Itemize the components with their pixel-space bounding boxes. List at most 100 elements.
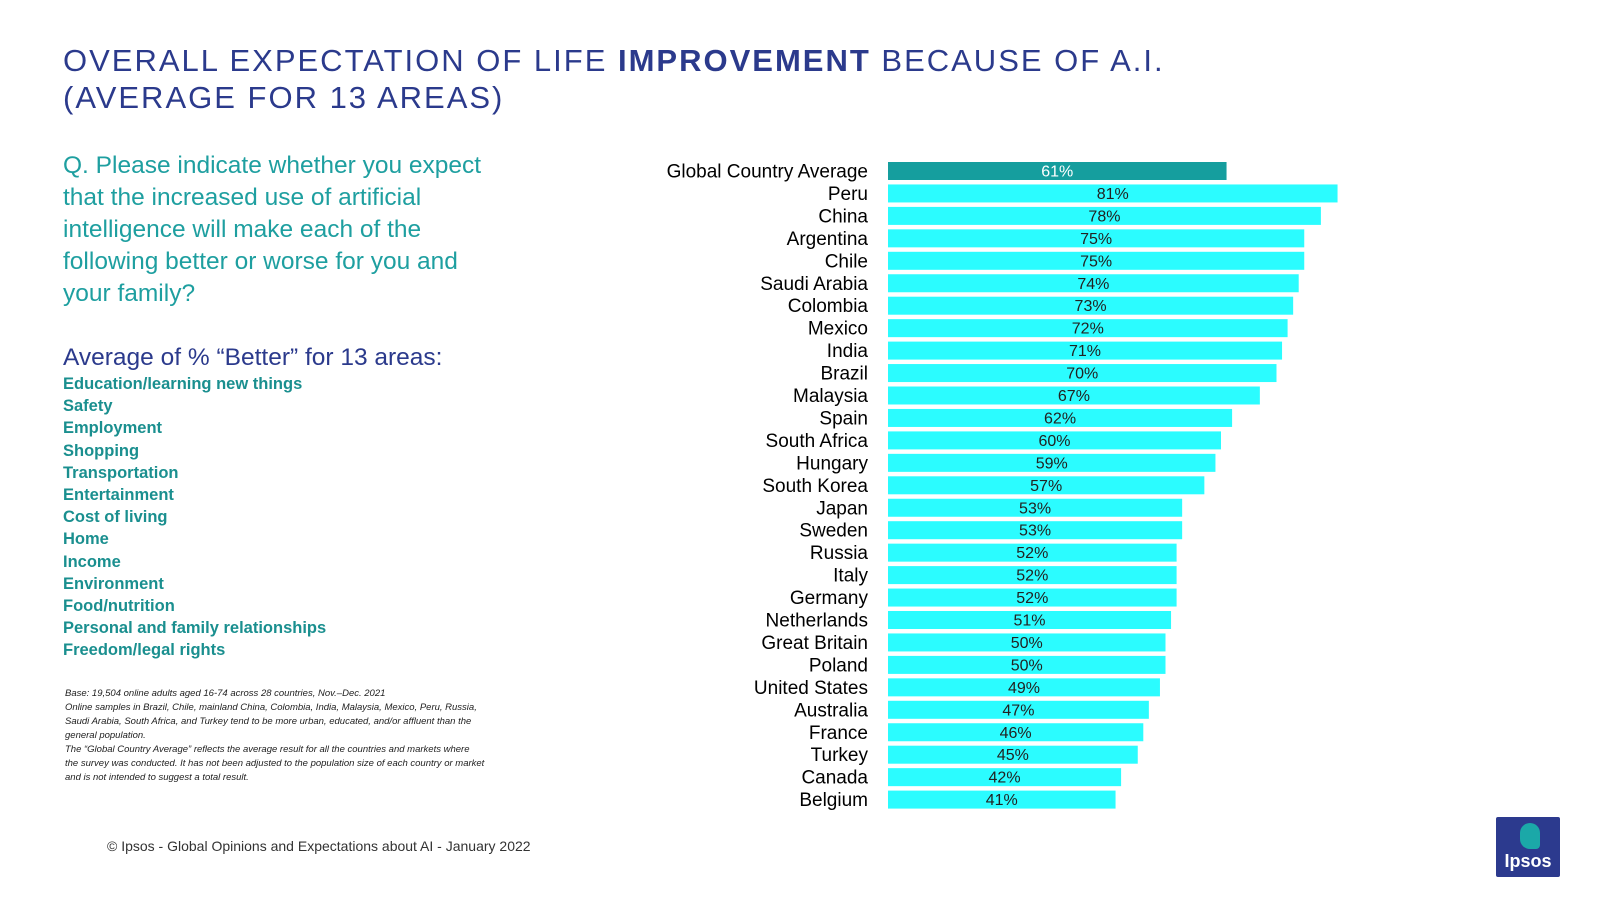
category-label: Argentina <box>787 229 869 250</box>
area-item: Transportation <box>63 463 179 482</box>
bar-hungary <box>888 453 1216 472</box>
data-label: 78% <box>1088 208 1120 225</box>
category-label: Japan <box>816 498 868 519</box>
category-label: Russia <box>810 543 869 564</box>
area-item: Shopping <box>63 441 140 460</box>
category-label: Turkey <box>811 745 869 766</box>
category-label: Australia <box>794 700 868 721</box>
logo-mark-icon <box>1520 823 1540 849</box>
base-note-line: Online samples in Brazil, Chile, mainlan… <box>65 702 477 741</box>
category-label: Poland <box>809 655 868 676</box>
data-label: 53% <box>1019 500 1051 517</box>
data-label: 52% <box>1016 568 1048 585</box>
category-label: Belgium <box>799 790 868 811</box>
category-label: Italy <box>833 566 868 587</box>
bar-poland <box>888 655 1166 674</box>
category-label: Canada <box>801 768 868 789</box>
ipsos-logo: Ipsos <box>1496 817 1560 877</box>
data-label: 61% <box>1041 164 1073 181</box>
data-label: 59% <box>1036 455 1068 472</box>
bar-italy <box>888 566 1177 585</box>
data-label: 51% <box>1014 613 1046 630</box>
bar-global-country-average <box>888 162 1227 180</box>
area-item: Income <box>63 552 121 571</box>
category-label: Saudi Arabia <box>760 274 868 295</box>
category-label: Brazil <box>820 364 868 385</box>
category-label: Malaysia <box>793 386 868 407</box>
bar-spain <box>888 408 1233 427</box>
bar-colombia <box>888 296 1294 315</box>
data-label: 42% <box>989 770 1021 787</box>
data-label: 60% <box>1038 433 1070 450</box>
logo-text: Ipsos <box>1504 851 1552 871</box>
category-label: Global Country Average <box>667 162 868 183</box>
data-label: 52% <box>1016 545 1048 562</box>
area-item: Freedom/legal rights <box>63 641 226 660</box>
bar-south-korea <box>888 476 1205 495</box>
survey-question: Q. Please indicate whether you expect th… <box>63 152 482 307</box>
area-item: Home <box>63 530 109 549</box>
data-label: 41% <box>986 792 1018 809</box>
data-label: 49% <box>1008 680 1040 697</box>
category-label: Hungary <box>796 453 868 474</box>
bar-china <box>888 206 1321 225</box>
bar-malaysia <box>888 386 1260 405</box>
category-label: Peru <box>828 184 868 205</box>
data-label: 57% <box>1030 478 1062 495</box>
area-item: Education/learning new things <box>63 375 303 393</box>
data-label: 50% <box>1011 657 1043 674</box>
category-label: Netherlands <box>766 611 868 632</box>
bar-canada <box>888 768 1122 787</box>
data-label: 71% <box>1069 343 1101 360</box>
bar-india <box>888 341 1283 360</box>
category-label: Spain <box>819 408 868 429</box>
base-note: Base: 19,504 online adults aged 16-74 ac… <box>65 687 485 785</box>
data-label: 81% <box>1097 186 1129 203</box>
category-label: Mexico <box>808 319 868 340</box>
bar-peru <box>888 184 1338 203</box>
category-label: Chile <box>825 251 868 272</box>
bar-russia <box>888 543 1177 562</box>
category-label: India <box>827 341 869 362</box>
data-label: 72% <box>1072 321 1104 338</box>
category-label: Great Britain <box>761 633 868 654</box>
data-label: 74% <box>1077 276 1109 293</box>
bar-saudi-arabia <box>888 274 1299 293</box>
category-label: Colombia <box>788 296 869 317</box>
data-label: 52% <box>1016 590 1048 607</box>
title-bold: IMPROVEMENT <box>617 43 871 78</box>
area-item: Employment <box>63 419 163 438</box>
data-label: 47% <box>1002 702 1034 719</box>
data-label: 62% <box>1044 410 1076 427</box>
area-item: Cost of living <box>63 508 168 527</box>
area-item: Safety <box>63 397 113 416</box>
category-label: United States <box>754 678 868 699</box>
area-item: Food/nutrition <box>63 597 175 616</box>
category-label: South Africa <box>766 431 869 452</box>
bar-great-britain <box>888 633 1166 652</box>
area-item: Entertainment <box>63 486 174 505</box>
base-note-line: Base: 19,504 online adults aged 16-74 ac… <box>65 688 386 699</box>
data-label: 45% <box>997 747 1029 764</box>
title-part2: BECAUSE OF A.I. <box>870 43 1165 78</box>
category-label: France <box>809 723 868 744</box>
bar-south-africa <box>888 431 1221 450</box>
bar-belgium <box>888 790 1116 809</box>
data-label: 53% <box>1019 523 1051 540</box>
bar-chile <box>888 251 1305 270</box>
bar-united-states <box>888 678 1160 697</box>
areas-heading: Average of % “Better” for 13 areas: <box>63 344 443 371</box>
bar-argentina <box>888 229 1305 248</box>
base-note-line: The “Global Country Average” reflects th… <box>65 744 485 783</box>
bar-germany <box>888 588 1177 607</box>
bar-mexico <box>888 319 1288 338</box>
footer-copyright: © Ipsos - Global Opinions and Expectatio… <box>107 838 531 854</box>
area-item: Environment <box>63 574 164 593</box>
data-label: 67% <box>1058 388 1090 405</box>
title-part1: OVERALL EXPECTATION OF LIFE <box>63 43 618 78</box>
category-label: Germany <box>790 588 869 609</box>
bar-sweden <box>888 521 1183 540</box>
page-title: OVERALL EXPECTATION OF LIFE IMPROVEMENT … <box>63 42 1363 116</box>
bar-turkey <box>888 745 1138 764</box>
